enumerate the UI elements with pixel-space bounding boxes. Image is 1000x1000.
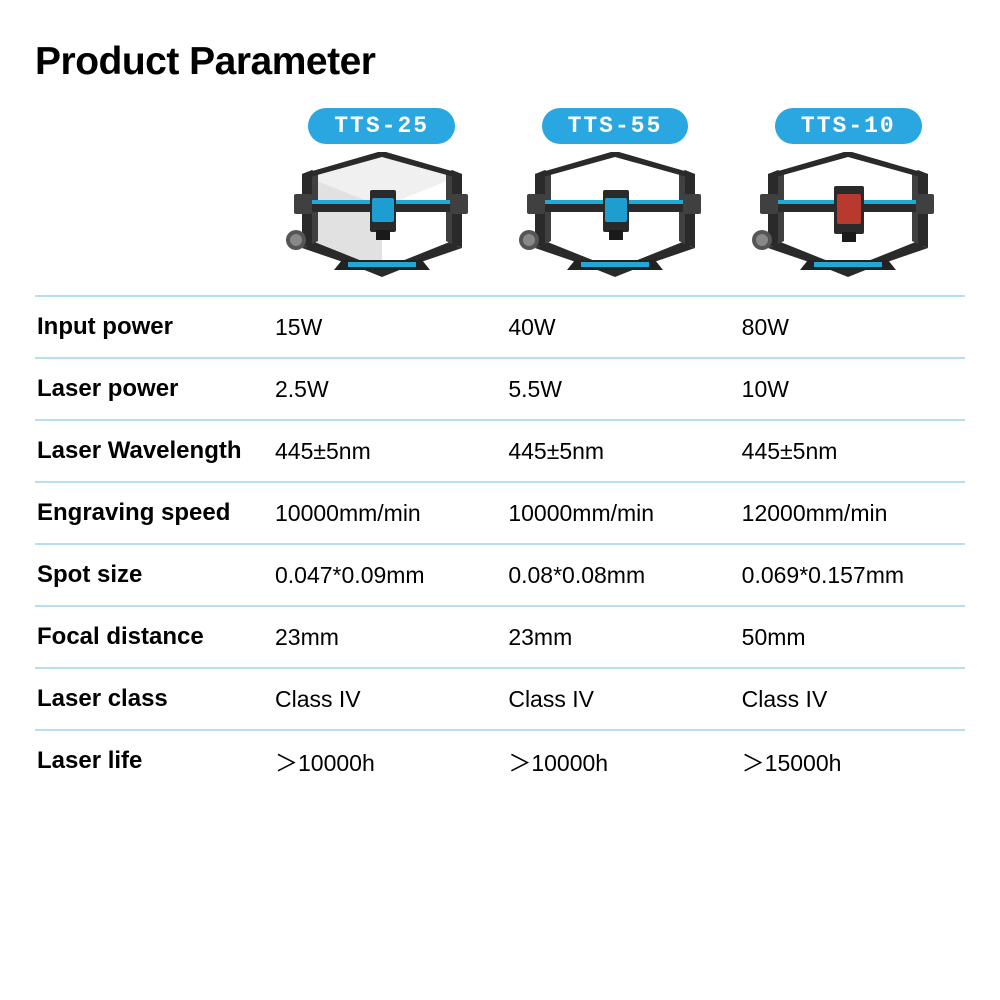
param-label: Focal distance: [35, 623, 265, 651]
param-value: 23mm: [498, 624, 731, 651]
param-value: 445±5nm: [498, 438, 731, 465]
param-value: 15W: [265, 314, 498, 341]
table-row: Engraving speed10000mm/min10000mm/min120…: [35, 481, 965, 543]
table-row: Focal distance23mm23mm50mm: [35, 605, 965, 667]
param-value: ＞10000h: [265, 744, 498, 778]
param-value: 10000mm/min: [265, 500, 498, 527]
param-value: ＞15000h: [732, 744, 965, 778]
param-value: 2.5W: [265, 376, 498, 403]
param-value: ＞10000h: [498, 744, 731, 778]
param-label: Laser life: [35, 747, 265, 775]
param-label: Input power: [35, 313, 265, 341]
param-value: 445±5nm: [265, 438, 498, 465]
table-row: Laser life＞10000h＞10000h＞15000h: [35, 729, 965, 791]
product-image: [748, 152, 948, 287]
param-value: 12000mm/min: [732, 500, 965, 527]
table-row: Input power15W40W80W: [35, 295, 965, 357]
product-column-0: TTS-25: [265, 108, 498, 287]
table-row: Laser power2.5W5.5W10W: [35, 357, 965, 419]
engraver-icon: [748, 152, 948, 287]
param-value: Class IV: [732, 686, 965, 713]
param-value: 40W: [498, 314, 731, 341]
param-label: Laser Wavelength: [35, 437, 265, 465]
product-badge: TTS-10: [775, 108, 922, 144]
param-value: Class IV: [498, 686, 731, 713]
param-label: Laser class: [35, 685, 265, 713]
engraver-icon: [515, 152, 715, 287]
product-column-2: TTS-10: [732, 108, 965, 287]
param-value: 5.5W: [498, 376, 731, 403]
param-value: 445±5nm: [732, 438, 965, 465]
param-value: 50mm: [732, 624, 965, 651]
product-badge: TTS-25: [308, 108, 455, 144]
comparison-table: TTS-25: [35, 108, 965, 791]
param-value: Class IV: [265, 686, 498, 713]
table-row: Spot size0.047*0.09mm0.08*0.08mm0.069*0.…: [35, 543, 965, 605]
product-badge: TTS-55: [542, 108, 689, 144]
engraver-icon: [282, 152, 482, 287]
param-value: 80W: [732, 314, 965, 341]
table-row: Laser Wavelength445±5nm445±5nm445±5nm: [35, 419, 965, 481]
table-header-row: TTS-25: [35, 108, 965, 295]
param-value: 10W: [732, 376, 965, 403]
param-label: Laser power: [35, 375, 265, 403]
param-value: 0.069*0.157mm: [732, 562, 965, 589]
product-image: [282, 152, 482, 287]
page-title: Product Parameter: [35, 40, 965, 84]
param-value: 10000mm/min: [498, 500, 731, 527]
param-value: 23mm: [265, 624, 498, 651]
param-label: Spot size: [35, 561, 265, 589]
param-value: 0.047*0.09mm: [265, 562, 498, 589]
product-image: [515, 152, 715, 287]
table-row: Laser classClass IVClass IVClass IV: [35, 667, 965, 729]
product-column-1: TTS-55: [498, 108, 731, 287]
param-value: 0.08*0.08mm: [498, 562, 731, 589]
param-label: Engraving speed: [35, 499, 265, 527]
